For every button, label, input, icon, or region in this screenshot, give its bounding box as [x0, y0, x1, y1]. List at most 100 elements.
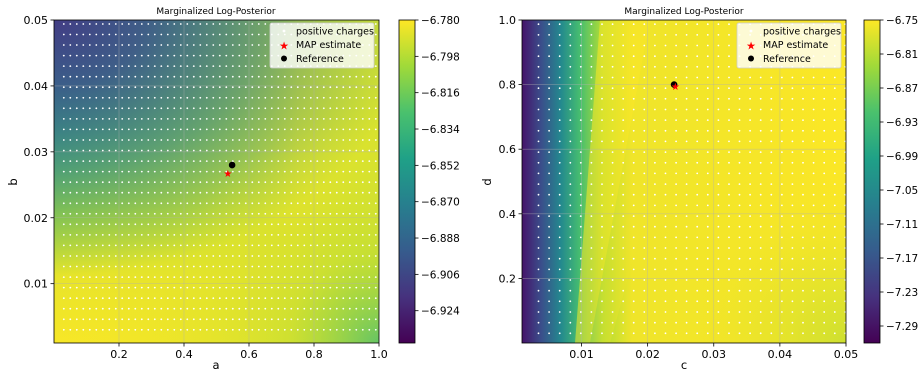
sample-point — [244, 276, 247, 278]
sample-point — [114, 128, 117, 131]
sample-point — [160, 96, 163, 99]
sample-point — [82, 65, 85, 67]
sample-point — [114, 191, 117, 194]
sample-point — [622, 140, 625, 143]
right-plot-frame — [521, 19, 847, 344]
sample-point — [791, 225, 794, 228]
sample-point — [62, 191, 65, 194]
sample-point — [127, 160, 130, 163]
sample-point — [303, 307, 306, 310]
sample-point — [238, 107, 241, 110]
sample-point — [192, 318, 195, 321]
sample-point — [812, 268, 815, 271]
sample-point — [127, 75, 130, 78]
sample-point — [348, 96, 351, 99]
sample-point — [728, 55, 730, 58]
sample-point — [264, 255, 267, 257]
right-x-tick-label: 0.04 — [768, 348, 793, 361]
sample-point — [270, 265, 273, 268]
sample-point — [329, 170, 332, 173]
sample-point — [361, 328, 364, 331]
sample-point — [108, 181, 111, 184]
sample-point — [62, 54, 65, 57]
sample-point — [342, 234, 345, 236]
sample-point — [244, 65, 247, 67]
sample-point — [238, 202, 241, 205]
sample-point — [290, 202, 293, 205]
sample-point — [738, 151, 741, 154]
sample-point — [335, 96, 338, 99]
sample-point — [685, 279, 688, 281]
sample-point — [664, 65, 667, 68]
sample-point — [316, 212, 319, 215]
sample-point — [329, 223, 332, 226]
sample-point — [706, 65, 709, 68]
sample-point — [643, 332, 646, 335]
sample-point — [290, 286, 293, 289]
sample-point — [166, 149, 169, 152]
sample-point — [548, 183, 550, 186]
sample-point — [218, 86, 221, 89]
sample-point — [759, 140, 762, 143]
sample-point — [225, 107, 228, 110]
sample-point — [108, 276, 111, 278]
sample-point — [88, 44, 91, 46]
sample-point — [558, 161, 561, 164]
sample-point — [322, 202, 325, 205]
sample-point — [75, 86, 78, 89]
sample-point — [147, 223, 150, 226]
sample-point — [749, 204, 751, 207]
sample-point — [173, 128, 176, 131]
sample-point — [632, 140, 635, 143]
sample-point — [537, 34, 540, 36]
sample-point — [812, 311, 815, 313]
sample-point — [231, 33, 234, 36]
sample-point — [368, 128, 371, 131]
sample-point — [558, 87, 561, 90]
sample-point — [212, 149, 215, 152]
sample-point — [770, 76, 773, 79]
sample-point — [127, 212, 130, 215]
sample-point — [218, 286, 221, 289]
sample-point — [622, 119, 625, 121]
sample-point — [160, 191, 163, 194]
sample-point — [127, 307, 130, 310]
sample-point — [218, 307, 221, 310]
sample-point — [632, 321, 635, 324]
sample-point — [717, 300, 720, 303]
sample-point — [569, 321, 572, 324]
sample-point — [192, 107, 195, 110]
sample-point — [537, 279, 540, 281]
sample-point — [728, 279, 730, 281]
sample-point — [537, 44, 540, 47]
sample-point — [238, 118, 241, 120]
sample-point — [251, 307, 254, 310]
sample-point — [611, 289, 614, 292]
sample-point — [355, 181, 358, 184]
sample-point — [277, 297, 280, 300]
sample-point — [791, 236, 794, 239]
sample-point — [225, 118, 228, 120]
sample-point — [781, 76, 783, 79]
sample-point — [728, 119, 730, 121]
sample-point — [160, 297, 163, 300]
sample-point — [121, 244, 124, 247]
sample-point — [140, 244, 143, 247]
sample-point — [579, 44, 582, 47]
sample-point — [548, 193, 550, 196]
left-chart-title: Marginalized Log-Posterior — [156, 7, 275, 17]
sample-point — [685, 311, 688, 313]
sample-point — [238, 328, 241, 331]
sample-point — [696, 129, 699, 132]
sample-point — [264, 202, 267, 205]
sample-point — [579, 183, 582, 186]
sample-point — [75, 118, 78, 120]
sample-point — [153, 170, 156, 173]
sample-point — [121, 191, 124, 194]
sample-point — [706, 172, 709, 175]
sample-point — [62, 160, 65, 163]
sample-point — [601, 289, 603, 292]
sample-point — [264, 223, 267, 226]
sample-point — [781, 257, 783, 260]
sample-point — [283, 307, 286, 310]
